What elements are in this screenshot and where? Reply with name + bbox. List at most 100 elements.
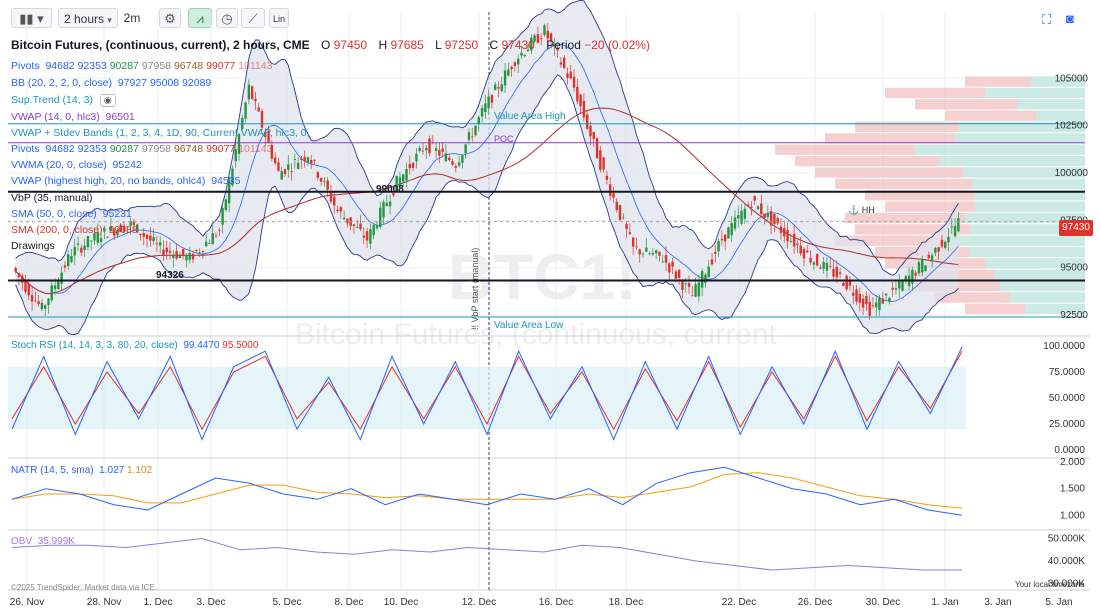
candle-body [17,273,21,277]
fullscreen-icon[interactable]: ⛶ [1042,12,1052,27]
o-value: 97450 [333,38,368,52]
chart-type-button[interactable]: ▮▮ ▾ [11,8,52,28]
key-levels [8,123,1085,318]
ohlc-open: O 97450 [321,38,367,52]
stoch-legend[interactable]: Stoch RSI (14, 14, 3, 3, 80, 20, close) … [11,340,258,351]
candle-body [733,217,737,229]
candle-body [329,192,333,202]
candle-body [60,272,63,284]
legend-name: Pivots [11,143,40,155]
candle-body [622,217,625,219]
candle-body [175,250,178,259]
candle-body [448,157,451,161]
candle-body [513,62,517,66]
legend-sma50[interactable]: SMA (50, 0, close) 95231 [11,208,132,220]
legend-vwma[interactable]: VWMA (20, 0, close) 95242 [11,159,142,171]
price-tick-label: 102500 [1055,121,1089,132]
interval-select[interactable]: 2 hours ▾ [58,8,118,28]
candle-body [218,229,221,231]
candle-body [250,86,254,99]
candle-body [425,147,428,151]
candle-body [671,261,674,267]
candle-body [819,267,822,269]
date-tick-label: 16. Dec [539,597,573,608]
vbp-down-bar [775,144,915,155]
legend-vwap-hh[interactable]: VWAP (highest high, 20, no bands, ohlc4)… [11,175,240,187]
replay-button[interactable]: ◷ [216,8,238,28]
candle-body [264,131,267,138]
legend-suptrend[interactable]: Sup.Trend (14, 3) ◉ [11,94,116,107]
date-tick-label: 1. Dec [144,597,173,608]
candle-body [247,84,251,100]
current-price-tag: 97430 [1059,220,1093,236]
natr-legend[interactable]: NATR (14, 5, sma) 1.027 1.102 [11,465,152,476]
candle-body [142,233,145,237]
candle-body [129,220,132,226]
candle-body [231,168,234,186]
indicator-button[interactable]: ⩘ [188,8,212,28]
resolution-label: 2m [123,11,141,25]
camera-icon[interactable]: ◙ [1066,11,1074,26]
candle-body [727,227,730,239]
interval-label: 2 hours [64,12,105,26]
vbp-start-label: !! VbP start (manual) [470,247,480,330]
candle-body [86,235,90,248]
draw-button[interactable]: ⟋ [241,8,265,28]
candle-body [76,243,80,245]
candle-body [842,282,845,286]
eye-icon[interactable]: ◉ [99,94,116,107]
candle-body [868,301,871,316]
bb-lower-line [15,74,959,335]
candle-body [707,266,710,278]
legend-name: VbP (35, manual) [11,192,93,204]
candle-body [832,268,835,277]
legend-vwap-bands[interactable]: VWAP + Stdev Bands (1, 2, 3, 4, 1D, 90, … [11,127,310,139]
candle-body [369,229,372,244]
candle-body [776,218,779,224]
candle-body [523,54,526,56]
candle-body [214,235,218,237]
candle-body [408,163,412,169]
settings-button[interactable]: ⚙ [159,8,181,28]
candle-body [405,168,408,181]
legend-pivots[interactable]: Pivots 94682 92353 90287 97958 96748 990… [11,60,272,72]
legend-pivots-2[interactable]: Pivots 94682 92353 90287 97958 96748 990… [11,143,272,155]
date-tick-label: 8. Dec [335,597,364,608]
vbp-up-bar [1017,99,1085,110]
timezone-label[interactable]: Your local timezone [1015,580,1085,589]
candle-body [99,238,103,243]
candle-body [53,285,57,290]
candle-body [806,250,809,253]
scale-button[interactable]: Lin [269,8,289,28]
legend-vbp[interactable]: VbP (35, manual) [11,192,93,204]
candle-body [773,213,776,225]
candle-body [543,25,546,36]
candle-body [109,226,113,232]
candle-body [494,84,497,90]
candle-body [27,283,30,296]
candle-body [562,57,566,68]
legend-vwap[interactable]: VWAP (14, 0, hlc3) 96501 [11,111,135,123]
legend-bb[interactable]: BB (20, 2, 2, 0, close) 97927 95008 9208… [11,77,211,89]
candle-body [444,153,448,162]
candle-body [50,285,53,301]
legend-drawings[interactable]: Drawings [11,240,55,252]
candle-body [530,37,533,51]
vbp-down-bar [855,224,970,235]
period-label: Period [546,38,581,52]
candle-body [244,102,247,119]
candle-body [937,247,940,252]
natr-sma-line [11,472,963,509]
obv-legend[interactable]: OBV 35.999K [11,536,75,547]
resolution-button[interactable]: 2m [119,8,145,28]
scale-label: Lin [272,14,285,24]
bb-fill [15,0,959,335]
candle-body [635,246,638,248]
candle-body [641,253,645,255]
legend-value: 96748 [173,143,204,155]
candle-body [792,233,796,247]
legend-sma200[interactable]: SMA (200, 0, close) 99088 [11,224,138,236]
candle-body [835,267,839,278]
candle-body [888,297,891,302]
